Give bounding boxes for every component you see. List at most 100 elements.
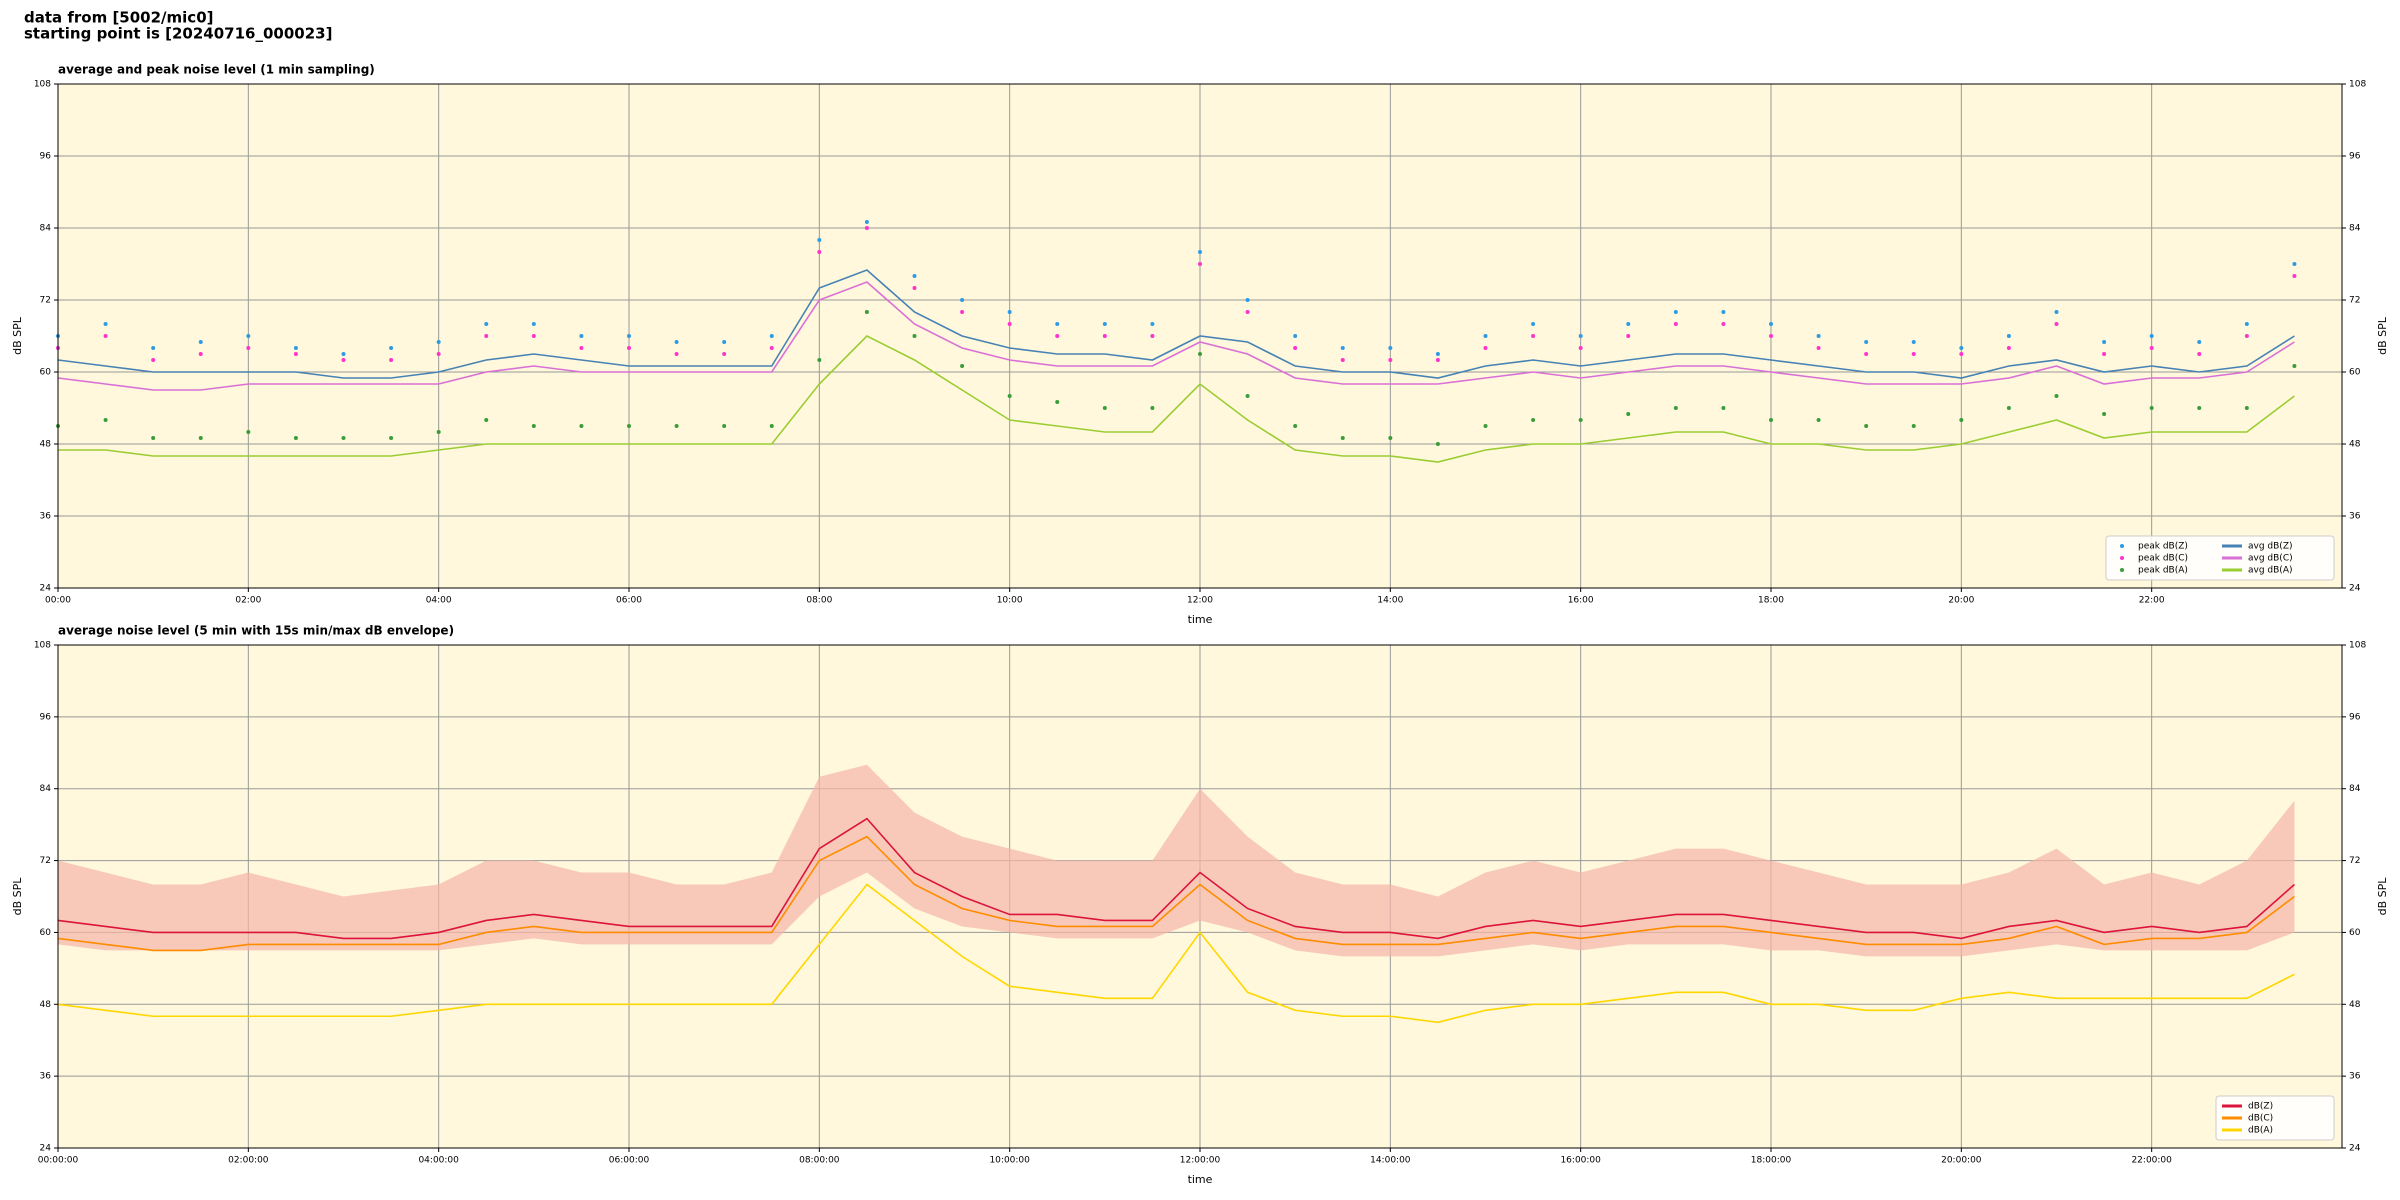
- data-point: [2006, 406, 2011, 410]
- data-point: [103, 334, 108, 338]
- data-point: [1150, 406, 1155, 410]
- data-point: [1959, 352, 1964, 356]
- y-tick-label: 84: [40, 784, 52, 794]
- data-point: [1435, 352, 1440, 356]
- data-point: [2197, 340, 2202, 344]
- data-point: [1864, 352, 1869, 356]
- data-point: [436, 430, 441, 434]
- data-point: [246, 346, 251, 350]
- legend-label: peak dB(C): [2138, 554, 2188, 564]
- legend-marker: [2120, 544, 2124, 548]
- y2-tick-label: 48: [2349, 1000, 2361, 1010]
- data-point: [912, 286, 917, 290]
- chart-title: average and peak noise level (1 min samp…: [58, 63, 375, 77]
- x-tick-label: 18:00: [1758, 596, 1784, 606]
- y-tick-label: 108: [34, 80, 51, 90]
- data-point: [341, 352, 346, 356]
- data-point: [1293, 424, 1298, 428]
- y2-tick-label: 96: [2349, 152, 2361, 162]
- data-point: [341, 436, 346, 440]
- x-tick-label: 20:00:00: [1941, 1156, 1982, 1166]
- y-tick-label: 84: [40, 224, 52, 234]
- data-point: [2197, 406, 2202, 410]
- y2-tick-label: 108: [2349, 80, 2366, 90]
- plot-frame: [57, 644, 2343, 1149]
- x-tick-label: 08:00: [806, 596, 832, 606]
- x-axis-label: time: [1188, 613, 1213, 626]
- data-line: [58, 335, 2295, 463]
- data-point: [1293, 346, 1298, 350]
- data-point: [864, 220, 869, 224]
- data-point: [1150, 322, 1155, 326]
- data-point: [341, 358, 346, 362]
- y2-tick-label: 48: [2349, 440, 2361, 450]
- data-point: [293, 346, 298, 350]
- chart-title: average noise level (5 min with 15s min/…: [58, 624, 454, 638]
- y2-tick-label: 36: [2349, 512, 2361, 522]
- data-point: [484, 322, 489, 326]
- data-point: [2244, 322, 2249, 326]
- data-point: [1531, 334, 1536, 338]
- legend-box: [2215, 1095, 2335, 1141]
- data-point: [1007, 322, 1012, 326]
- data-point: [484, 334, 489, 338]
- data-point: [1673, 310, 1678, 314]
- data-point: [1911, 424, 1916, 428]
- data-point: [1245, 310, 1250, 314]
- data-point: [1911, 352, 1916, 356]
- y-axis-label: dB SPL: [11, 877, 24, 916]
- y2-tick-label: 84: [2349, 224, 2361, 234]
- data-point: [1150, 334, 1155, 338]
- data-point: [674, 352, 679, 356]
- data-point: [151, 346, 156, 350]
- data-point: [1102, 406, 1107, 410]
- envelope-area: [58, 764, 2295, 957]
- data-point: [722, 340, 727, 344]
- data-point: [1198, 352, 1202, 356]
- data-point: [1483, 334, 1488, 338]
- data-point: [2006, 334, 2011, 338]
- data-point: [2292, 274, 2297, 278]
- data-point: [1769, 334, 1773, 338]
- data-point: [2244, 334, 2249, 338]
- data-point: [2244, 406, 2249, 410]
- legend-label: dB(C): [2248, 1114, 2273, 1124]
- data-point: [436, 340, 441, 344]
- data-point: [1626, 412, 1631, 416]
- x-tick-label: 16:00:00: [1560, 1156, 1601, 1166]
- data-point: [579, 334, 584, 338]
- data-point: [2197, 352, 2202, 356]
- data-point: [1055, 334, 1060, 338]
- data-point: [1340, 436, 1345, 440]
- data-point: [1388, 346, 1393, 350]
- data-point: [1340, 358, 1345, 362]
- x-tick-label: 18:00:00: [1751, 1156, 1792, 1166]
- x-tick-label: 02:00:00: [228, 1156, 269, 1166]
- data-point: [1293, 334, 1298, 338]
- data-point: [1055, 322, 1060, 326]
- data-point: [1816, 346, 1821, 350]
- data-point: [531, 322, 536, 326]
- data-point: [1388, 358, 1393, 362]
- data-point: [389, 358, 394, 362]
- data-point: [579, 424, 584, 428]
- y-tick-label: 72: [40, 856, 51, 866]
- header-title: data from [5002/mic0]: [24, 9, 214, 27]
- legend-box: [2105, 535, 2335, 581]
- data-point: [2054, 394, 2059, 398]
- data-point: [1911, 340, 1916, 344]
- y2-tick-label: 24: [2349, 1144, 2361, 1154]
- x-tick-label: 22:00:00: [2131, 1156, 2172, 1166]
- data-point: [1578, 346, 1583, 350]
- x-axis-label: time: [1188, 1173, 1213, 1186]
- data-point: [2054, 322, 2059, 326]
- data-point: [1721, 406, 1726, 410]
- data-point: [1007, 394, 1012, 398]
- y-tick-label: 60: [40, 928, 52, 938]
- data-point: [2102, 412, 2107, 416]
- y2-axis-label: dB SPL: [2376, 316, 2389, 355]
- data-point: [246, 430, 251, 434]
- data-point: [960, 310, 965, 314]
- x-tick-label: 04:00: [426, 596, 452, 606]
